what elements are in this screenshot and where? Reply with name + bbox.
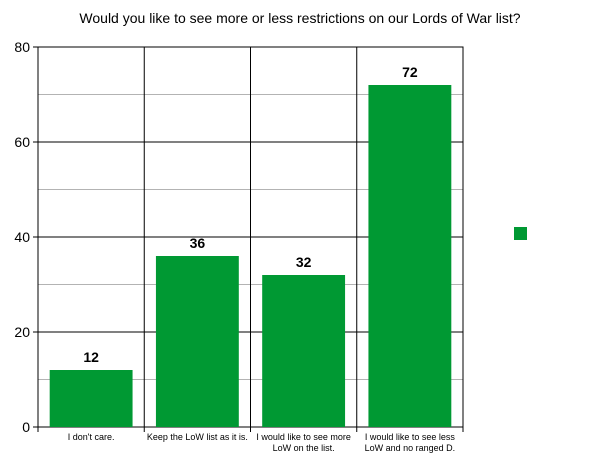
category-label: I would like to see more LoW on the list… bbox=[256, 432, 351, 453]
data-label: 32 bbox=[296, 254, 312, 270]
data-label: 36 bbox=[190, 235, 206, 251]
legend-swatch bbox=[514, 227, 527, 240]
y-tick-label: 40 bbox=[14, 229, 30, 245]
y-tick-label: 20 bbox=[14, 324, 30, 340]
bar bbox=[49, 370, 133, 427]
data-label: 72 bbox=[402, 64, 418, 80]
bar bbox=[368, 85, 452, 427]
data-label: 12 bbox=[83, 349, 99, 365]
y-tick-label: 60 bbox=[14, 134, 30, 150]
category-label: I don't care. bbox=[67, 432, 115, 442]
chart-title: Would you like to see more or less restr… bbox=[79, 10, 521, 26]
category-label: I would like to see less LoW and no rang… bbox=[364, 432, 456, 453]
category-label: Keep the LoW list as it is. bbox=[146, 432, 248, 442]
y-tick-label: 80 bbox=[14, 39, 30, 55]
bar bbox=[155, 256, 239, 427]
y-tick-label: 0 bbox=[22, 419, 30, 435]
bar bbox=[262, 275, 346, 427]
plot-frame bbox=[37, 46, 464, 428]
